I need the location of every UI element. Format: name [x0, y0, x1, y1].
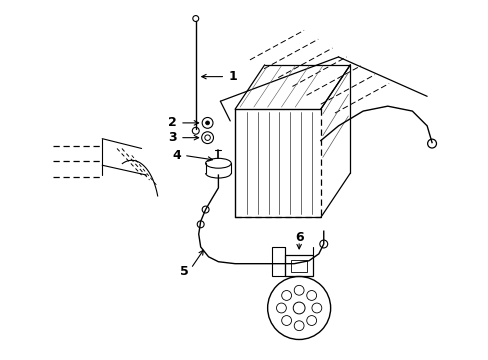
Text: 5: 5 [180, 265, 188, 278]
Bar [291, 260, 306, 271]
Text: 6: 6 [294, 231, 303, 244]
Bar [271, 247, 285, 276]
Bar [285, 255, 312, 276]
Text: 1: 1 [228, 70, 237, 83]
Text: 3: 3 [168, 131, 177, 144]
Text: 4: 4 [172, 149, 181, 162]
Text: 2: 2 [168, 116, 177, 129]
Circle shape [205, 121, 209, 125]
